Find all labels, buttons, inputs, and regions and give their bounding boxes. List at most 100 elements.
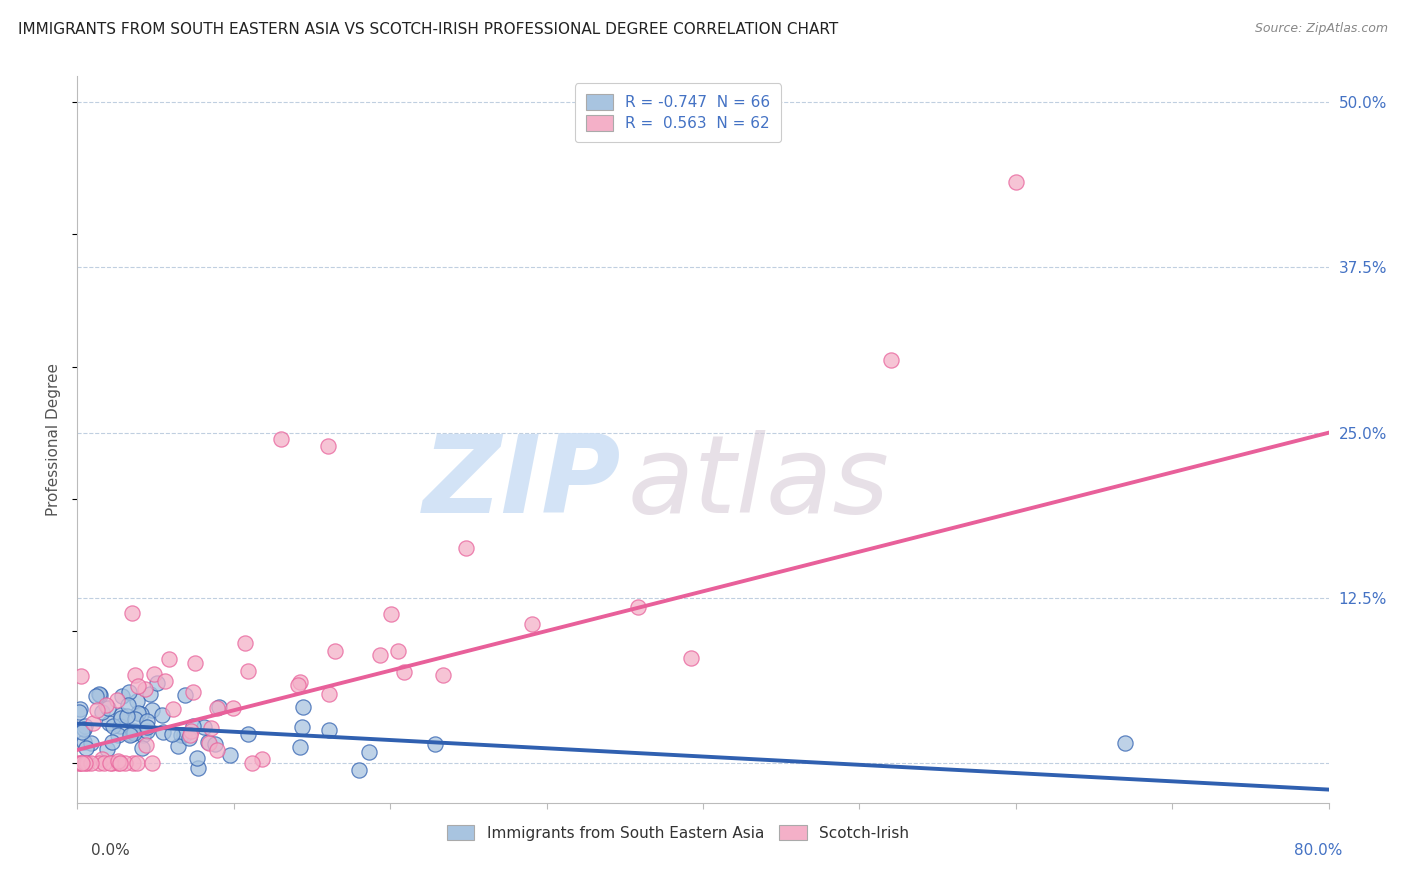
Point	[73, 723, 96, 737]
Point	[97, 701, 120, 715]
Point	[86, 703, 108, 717]
Point	[82, 715, 104, 730]
Point	[121, 607, 143, 621]
Point	[291, 720, 314, 734]
Point	[105, 693, 128, 707]
Point	[347, 763, 370, 777]
Point	[96, 698, 118, 712]
Point	[135, 724, 157, 739]
Point	[117, 709, 139, 723]
Point	[101, 756, 124, 771]
Point	[111, 689, 134, 703]
Text: 80.0%: 80.0%	[1295, 843, 1343, 858]
Point	[89, 756, 111, 771]
Point	[520, 617, 543, 632]
Point	[204, 737, 226, 751]
Point	[323, 644, 346, 658]
Point	[80, 735, 103, 749]
Text: IMMIGRANTS FROM SOUTH EASTERN ASIA VS SCOTCH-IRISH PROFESSIONAL DEGREE CORRELATI: IMMIGRANTS FROM SOUTH EASTERN ASIA VS SC…	[18, 22, 838, 37]
Point	[174, 688, 197, 702]
Point	[124, 668, 146, 682]
Point	[186, 751, 208, 765]
Point	[236, 727, 259, 741]
Point	[110, 707, 132, 722]
Point	[150, 708, 173, 723]
Point	[184, 656, 207, 670]
Point	[288, 675, 311, 690]
Point	[118, 728, 141, 742]
Point	[67, 756, 90, 771]
Point	[131, 740, 153, 755]
Point	[67, 706, 90, 720]
Point	[101, 719, 124, 733]
Point	[318, 723, 340, 738]
Point	[173, 728, 195, 742]
Point	[152, 724, 174, 739]
Point	[359, 745, 381, 759]
Point	[250, 752, 273, 766]
Point	[197, 735, 219, 749]
Point	[179, 731, 201, 745]
Point	[392, 665, 415, 680]
Point	[73, 734, 96, 748]
Point	[180, 724, 202, 739]
Point	[181, 719, 204, 733]
Point	[131, 727, 153, 741]
Point	[114, 756, 136, 771]
Point	[80, 756, 103, 771]
Point	[93, 756, 115, 771]
Point	[287, 678, 309, 692]
Point	[880, 353, 903, 368]
Point	[110, 711, 132, 725]
Point	[107, 756, 129, 771]
Point	[98, 716, 121, 731]
Point	[318, 687, 340, 701]
Point	[73, 719, 96, 733]
Point	[127, 706, 149, 721]
Point	[134, 682, 156, 697]
Text: atlas: atlas	[628, 431, 890, 535]
Point	[187, 761, 209, 775]
Y-axis label: Professional Degree: Professional Degree	[46, 363, 62, 516]
Point	[159, 652, 181, 666]
Point	[1114, 736, 1136, 750]
Point	[387, 644, 409, 658]
Point	[425, 738, 447, 752]
Point	[87, 687, 110, 701]
Point	[240, 756, 263, 771]
Point	[208, 700, 231, 714]
Point	[162, 702, 184, 716]
Point	[205, 700, 228, 714]
Point	[143, 666, 166, 681]
Point	[75, 741, 97, 756]
Point	[72, 756, 94, 771]
Point	[380, 607, 402, 622]
Point	[626, 599, 648, 614]
Point	[197, 736, 219, 750]
Point	[146, 676, 169, 690]
Point	[153, 673, 176, 688]
Point	[127, 680, 149, 694]
Point	[181, 685, 204, 699]
Point	[135, 739, 157, 753]
Point	[108, 719, 131, 733]
Point	[200, 721, 222, 735]
Point	[291, 699, 314, 714]
Point	[679, 651, 702, 665]
Point	[75, 756, 97, 771]
Point	[108, 756, 131, 771]
Point	[170, 728, 193, 742]
Point	[219, 747, 242, 762]
Point	[122, 726, 145, 740]
Point	[125, 694, 148, 708]
Point	[125, 756, 148, 771]
Point	[91, 752, 114, 766]
Point	[368, 648, 391, 663]
Text: Source: ZipAtlas.com: Source: ZipAtlas.com	[1254, 22, 1388, 36]
Point	[222, 701, 245, 715]
Legend: Immigrants from South Eastern Asia, Scotch-Irish: Immigrants from South Eastern Asia, Scot…	[437, 815, 918, 850]
Point	[117, 698, 139, 713]
Point	[118, 685, 141, 699]
Text: ZIP: ZIP	[423, 430, 621, 536]
Point	[107, 754, 129, 768]
